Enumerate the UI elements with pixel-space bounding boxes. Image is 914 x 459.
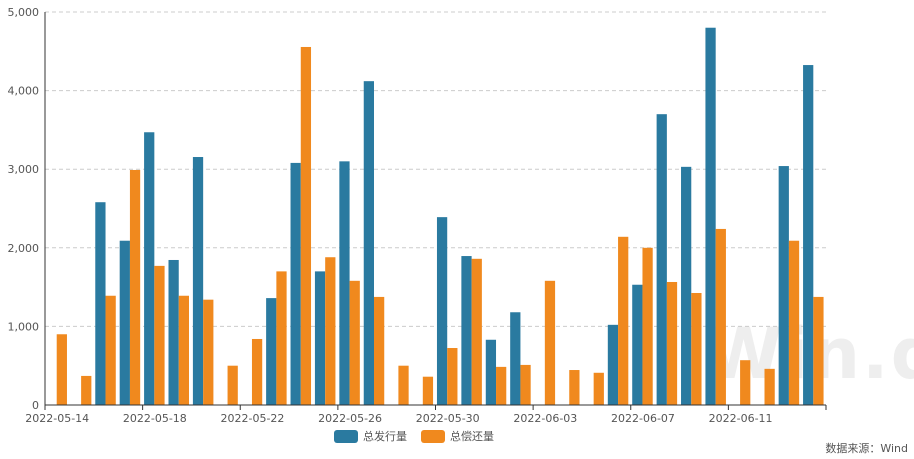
bar-issuance (607, 324, 619, 405)
bar-issuance (632, 284, 643, 405)
bar-issuance (510, 312, 521, 405)
legend-item-issuance[interactable]: 总发行量 (334, 428, 407, 444)
bar-repayment (105, 295, 116, 405)
bar-repayment (618, 236, 629, 405)
legend-swatch (334, 429, 358, 443)
bar-issuance (363, 81, 374, 405)
bar-issuance (436, 217, 448, 405)
bar-repayment (740, 360, 751, 405)
bar-repayment (422, 376, 434, 405)
bar-issuance (266, 298, 277, 405)
bar-issuance (314, 271, 326, 405)
x-tick-label: 2022-06-03 (513, 412, 577, 425)
bar-repayment (227, 365, 238, 405)
bar-repayment (666, 281, 678, 405)
bar-repayment (496, 366, 507, 405)
bar-repayment (642, 247, 653, 405)
bar-repayment (129, 169, 141, 405)
bar-repayment (715, 228, 726, 405)
bar-issuance (290, 162, 301, 405)
legend-swatch (421, 429, 445, 443)
bar-repayment (300, 46, 312, 406)
x-tick-label: 2022-05-26 (318, 412, 382, 425)
bar-repayment (81, 375, 92, 405)
bar-repayment (203, 299, 214, 405)
legend-label: 总偿还量 (450, 430, 494, 443)
bar-repayment (447, 348, 458, 405)
bar-repayment (154, 265, 165, 405)
bar-issuance (144, 132, 155, 405)
bar-issuance (705, 27, 716, 405)
bar-repayment (544, 280, 556, 405)
bar-repayment (520, 364, 531, 405)
bar-repayment (373, 296, 385, 405)
bar-repayment (251, 338, 263, 405)
y-tick-label: 5,000 (8, 6, 40, 19)
y-tick-label: 0 (32, 399, 39, 412)
bar-issuance (95, 202, 106, 405)
x-tick-label: 2022-05-30 (416, 412, 480, 425)
x-tick-label: 2022-05-18 (123, 412, 187, 425)
bar-repayment (325, 257, 336, 405)
bar-repayment (691, 292, 702, 405)
bar-issuance (119, 240, 130, 405)
bar-repayment (569, 370, 580, 405)
bar-repayment (813, 296, 824, 405)
bar-issuance (778, 166, 789, 405)
bar-repayment (788, 240, 800, 405)
bar-issuance (461, 256, 472, 405)
bar-repayment (764, 368, 775, 405)
bar-repayment (471, 258, 482, 405)
y-tick-label: 4,000 (8, 85, 40, 98)
bar-issuance (192, 157, 204, 405)
x-tick-label: 2022-06-07 (611, 412, 675, 425)
y-tick-label: 1,000 (8, 320, 40, 333)
bar-issuance (681, 166, 692, 405)
bar-repayment (593, 372, 604, 405)
bar-issuance (339, 161, 350, 405)
bar-repayment (178, 295, 189, 405)
x-tick-label: 2022-06-11 (709, 412, 773, 425)
legend-label: 总发行量 (363, 430, 407, 443)
source-note: 数据来源：Wind (825, 442, 908, 455)
x-tick-label: 2022-05-14 (25, 412, 89, 425)
bar-issuance (168, 259, 179, 405)
bar-repayment (56, 334, 67, 405)
x-tick-label: 2022-05-22 (220, 412, 284, 425)
legend-item-repayment[interactable]: 总偿还量 (421, 428, 494, 444)
bar-repayment (398, 365, 409, 405)
bar-issuance (485, 339, 497, 405)
bar-issuance (656, 114, 667, 406)
bar-chart: 0 1,000 2,000 3,000 4,000 5,000 2022-05-14 2022… (8, 6, 827, 425)
y-tick-label: 3,000 (8, 163, 40, 176)
bar-repayment (276, 271, 287, 405)
legend: 总发行量 总偿还量 (334, 428, 494, 444)
bar-issuance (803, 65, 814, 406)
bar-repayment (349, 280, 360, 405)
y-tick-label: 2,000 (8, 242, 40, 255)
